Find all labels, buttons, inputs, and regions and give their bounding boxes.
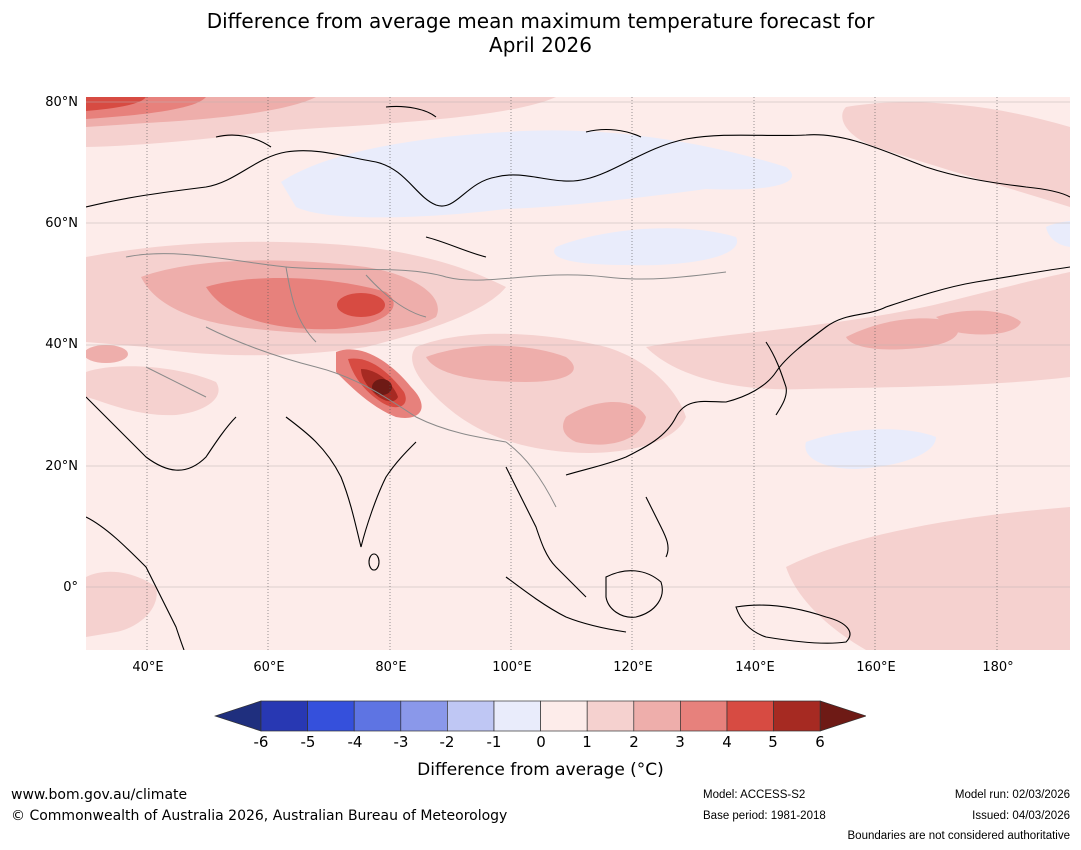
lat-label-20n: 20°N	[45, 459, 78, 474]
colorbar-tick: 6	[815, 733, 825, 751]
colorbar-cell	[353, 700, 402, 732]
lat-label-40n: 40°N	[45, 337, 78, 352]
colorbar-tick: 2	[629, 733, 639, 751]
website-link[interactable]: www.bom.gov.au/climate	[11, 787, 188, 803]
lon-label-120e: 120°E	[613, 660, 653, 675]
colorbar-cell	[540, 700, 588, 732]
colorbar-cell	[773, 700, 821, 732]
colorbar-tick: 3	[675, 733, 685, 751]
colorbar-cell	[260, 700, 308, 732]
colorbar-tick: -3	[393, 733, 409, 751]
graticule	[86, 97, 1070, 650]
lon-label-140e: 140°E	[735, 660, 775, 675]
chart-title-line-1: Difference from average mean maximum tem…	[206, 9, 875, 33]
lon-label-60e: 60°E	[253, 660, 285, 675]
lon-label-180: 180°	[982, 660, 1014, 675]
lon-label-160e: 160°E	[856, 660, 896, 675]
coastline	[86, 105, 1070, 650]
colorbar-tick: -6	[253, 733, 269, 751]
lon-label-40e: 40°E	[132, 660, 164, 675]
lon-label-100e: 100°E	[492, 660, 532, 675]
colorbar-tick: -1	[486, 733, 502, 751]
colorbar-cell	[400, 700, 448, 732]
copyright-notice: © Commonwealth of Australia 2026, Austra…	[11, 808, 508, 824]
forecast-map	[86, 97, 1070, 650]
colorbar-label: Difference from average (°C)	[417, 760, 664, 780]
colorbar-tick: -2	[439, 733, 455, 751]
colorbar-tick: 0	[536, 733, 546, 751]
model-run-date: Model run: 02/03/2026	[954, 789, 1070, 801]
colorbar-cell	[586, 700, 635, 732]
lat-label-80n: 80°N	[45, 95, 78, 110]
colorbar-tick: -5	[300, 733, 316, 751]
country-borders	[125, 253, 727, 508]
colorbar-tick: -4	[347, 733, 363, 751]
colorbar-cell	[726, 700, 774, 732]
colorbar-extend-high	[819, 700, 866, 732]
model-name: Model: ACCESS-S2	[703, 789, 806, 801]
boundaries-note: Boundaries are not considered authoritat…	[847, 830, 1070, 842]
base-period: Base period: 1981-2018	[703, 810, 826, 822]
colorbar-extend-low	[214, 700, 262, 732]
colorbar	[214, 700, 866, 732]
lat-label-60n: 60°N	[45, 216, 78, 231]
colorbar-tick: 4	[722, 733, 732, 751]
chart-title-line-2: April 2026	[489, 33, 592, 57]
colorbar-cell	[493, 700, 541, 732]
colorbar-tick: 1	[582, 733, 592, 751]
colorbar-tick: 5	[768, 733, 778, 751]
lon-label-80e: 80°E	[375, 660, 407, 675]
colorbar-cell	[680, 700, 728, 732]
lat-label-equator: 0°	[63, 580, 78, 595]
colorbar-cell	[307, 700, 355, 732]
issued-date: Issued: 04/03/2026	[972, 810, 1070, 822]
colorbar-cell	[633, 700, 681, 732]
colorbar-cell	[447, 700, 495, 732]
